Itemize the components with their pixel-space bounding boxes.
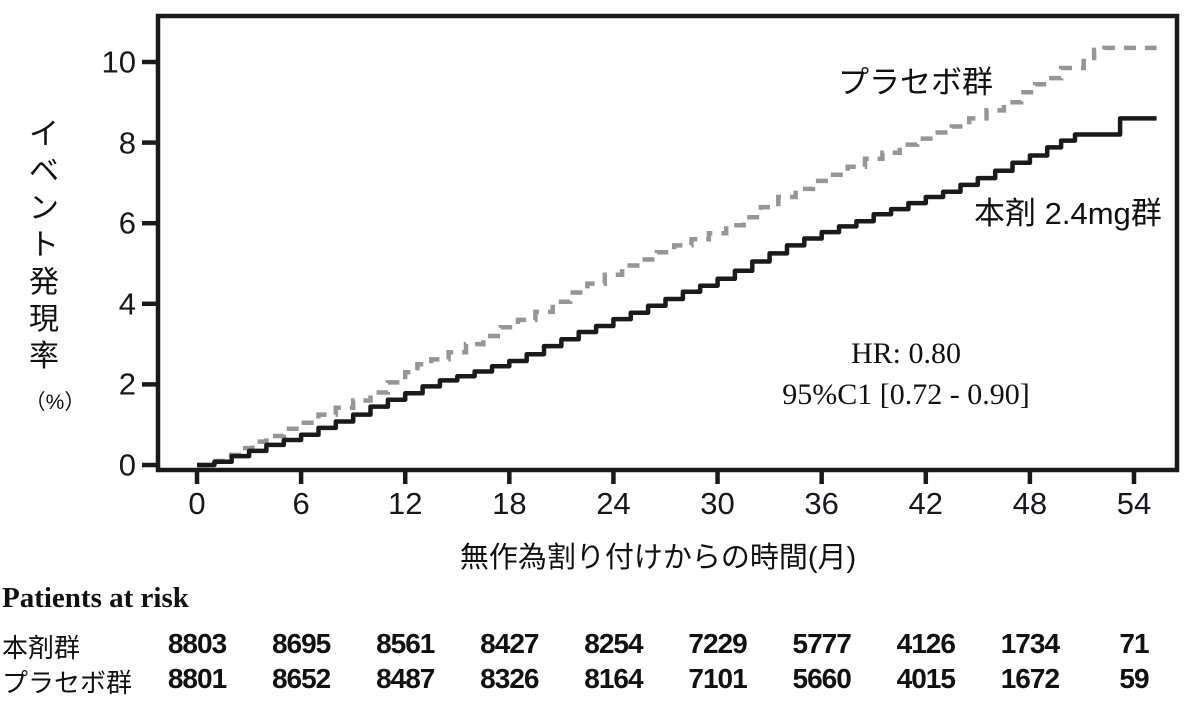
x-tick-label: 6 bbox=[292, 486, 310, 521]
risk-row-label-drug: 本剤群 bbox=[2, 633, 81, 663]
y-tick-label: 2 bbox=[118, 366, 136, 402]
x-tick-label: 36 bbox=[804, 486, 839, 521]
risk-count: 8561 bbox=[376, 628, 435, 659]
y-axis-title-char: 率 bbox=[29, 340, 59, 373]
x-axis-title: 無作為割り付けからの時間(月) bbox=[459, 542, 857, 574]
risk-count: 59 bbox=[1119, 663, 1149, 694]
y-axis-title-char: ベ bbox=[29, 155, 59, 188]
risk-count: 7101 bbox=[688, 663, 747, 694]
risk-count: 8164 bbox=[584, 663, 643, 694]
chart-canvas bbox=[142, 13, 1180, 484]
drug-curve bbox=[197, 116, 1157, 468]
risk-count: 1734 bbox=[1000, 628, 1060, 659]
hr-annotation-line1: HR: 0.80 bbox=[850, 337, 961, 370]
x-tick-label: 18 bbox=[492, 486, 527, 521]
risk-count: 8487 bbox=[376, 663, 435, 694]
risk-count: 8254 bbox=[584, 628, 643, 659]
plot-border bbox=[155, 13, 1180, 473]
y-axis-title-char: イ bbox=[29, 118, 59, 151]
placebo-curve-label: プラセボ群 bbox=[838, 65, 993, 100]
risk-table-title: Patients at risk bbox=[2, 582, 189, 614]
x-tick-label: 0 bbox=[188, 486, 206, 521]
x-tick-label: 12 bbox=[387, 486, 423, 521]
y-tick-label: 10 bbox=[101, 44, 136, 80]
y-axis-title: イベント発現率 bbox=[24, 116, 64, 375]
risk-count: 8427 bbox=[480, 628, 539, 659]
y-axis-title-char: 発 bbox=[29, 266, 59, 299]
x-tick-label: 42 bbox=[908, 486, 944, 521]
risk-count: 7229 bbox=[688, 628, 747, 659]
risk-count: 8326 bbox=[480, 663, 539, 694]
risk-count: 8695 bbox=[271, 628, 331, 659]
risk-count: 5777 bbox=[792, 628, 852, 659]
risk-count: 5660 bbox=[792, 663, 852, 694]
x-tick-label: 24 bbox=[596, 486, 631, 521]
hr-annotation-line2: 95%C1 [0.72 - 0.90] bbox=[782, 378, 1030, 411]
drug-curve-label: 本剤 2.4mg群 bbox=[974, 196, 1162, 231]
y-tick-label: 8 bbox=[118, 125, 136, 161]
risk-row-label-placebo: プラセボ群 bbox=[2, 668, 133, 698]
y-axis-unit: （%） bbox=[24, 391, 86, 414]
y-tick-label: 0 bbox=[118, 447, 136, 483]
x-tick-label: 48 bbox=[1012, 486, 1048, 521]
y-axis-title-char: 現 bbox=[29, 303, 59, 336]
risk-count: 8801 bbox=[167, 663, 227, 694]
risk-count: 4015 bbox=[896, 663, 956, 694]
y-axis-title-char: ン bbox=[29, 192, 59, 225]
risk-count: 71 bbox=[1119, 628, 1149, 659]
x-tick-label: 54 bbox=[1116, 486, 1152, 521]
risk-count: 8652 bbox=[271, 663, 331, 694]
risk-count: 1672 bbox=[1000, 663, 1060, 694]
y-tick-label: 4 bbox=[118, 286, 136, 322]
x-tick-label: 30 bbox=[700, 486, 735, 521]
risk-count: 4126 bbox=[896, 628, 956, 659]
risk-count: 8803 bbox=[167, 628, 227, 659]
hr-annotation: HR: 0.80 95%C1 [0.72 - 0.90] bbox=[706, 333, 1106, 415]
y-axis-title-char: ト bbox=[29, 229, 59, 262]
y-tick-label: 6 bbox=[118, 205, 136, 241]
